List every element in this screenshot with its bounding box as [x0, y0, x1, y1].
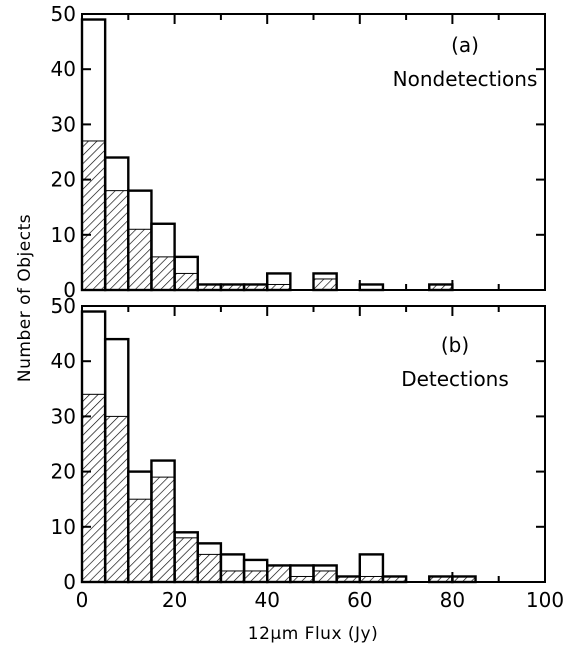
panel-b-ytick-label: 10	[51, 515, 76, 539]
panel-b-hatched-bar-2	[127, 498, 152, 583]
panel-b-open-bar-3	[150, 459, 176, 584]
panel-b-hatched-bar-4	[174, 537, 199, 583]
x-tick-label: 0	[76, 588, 89, 612]
panel-b-ytick-label: 0	[63, 570, 76, 594]
panel-a-ytick-label: 50	[51, 2, 76, 26]
panel-a-ytick-label: 40	[51, 57, 76, 81]
x-tick-label: 20	[162, 588, 187, 612]
panel-a-hatched-bar-1	[104, 190, 129, 291]
panel-a-open-bar-12	[358, 283, 385, 292]
panel-b-ytick-label: 20	[51, 460, 76, 484]
panel-a-hatched-bar-4	[174, 272, 199, 291]
x-axis-title: 12μm Flux (Jy)	[248, 624, 379, 644]
panel-b-ytick-label: 30	[51, 404, 76, 428]
panel-a-ytick-label: 30	[51, 112, 76, 136]
panel-b-hatched-bar-0	[81, 393, 106, 583]
x-axis-tick-labels: 0 20 40 60 80 100	[76, 588, 564, 612]
panel-b-title: Detections	[401, 367, 509, 391]
panel-b-hatched-bar-6	[220, 570, 245, 583]
panel-a-hatched-bar-2	[127, 228, 152, 291]
panel-b: 0 10 20 30 40 50 (b) Detections	[51, 294, 546, 594]
panel-b-hatched-bar-8	[266, 564, 291, 583]
panel-b-open-bar-12	[358, 553, 385, 584]
panel-a-open-bar-10	[312, 272, 338, 292]
panel-b-ticks: 0 10 20 30 40 50	[51, 294, 546, 594]
panel-b-hatched-bar-7	[243, 570, 268, 583]
panel-a-open-bar-4	[173, 255, 199, 292]
panel-b-hatched-bar-3	[150, 476, 176, 583]
panel-a-title: Nondetections	[393, 67, 538, 91]
panel-a: 0 10 20 30 40 50 (a) Nondetections	[51, 2, 546, 302]
panel-a-hatched-bar-3	[150, 256, 176, 291]
x-tick-label: 40	[254, 588, 279, 612]
panel-a-ytick-label: 0	[63, 278, 76, 302]
panel-a-label: (a)	[451, 33, 479, 57]
panel-b-ytick-label: 40	[51, 349, 76, 373]
panel-a-ytick-label: 10	[51, 223, 76, 247]
panel-b-hatched-bar-1	[104, 415, 129, 583]
panel-a-open-bar-0	[80, 18, 107, 292]
x-tick-label: 100	[526, 588, 564, 612]
panel-b-ytick-label: 50	[51, 294, 76, 318]
panel-a-hatched-bar-0	[81, 140, 106, 291]
panel-a-bars	[80, 18, 454, 292]
panel-b-hatched-bar-10	[313, 570, 338, 583]
panel-b-open-bar-1	[103, 337, 130, 584]
panel-a-ytick-label: 20	[51, 168, 76, 192]
panel-b-hatched-bar-5	[197, 553, 222, 583]
y-axis-title: Number of Objects	[15, 214, 35, 382]
panel-a-ticks: 0 10 20 30 40 50	[51, 2, 546, 302]
x-tick-label: 80	[440, 588, 465, 612]
panel-b-bars	[80, 310, 477, 584]
panel-b-open-bar-10	[312, 564, 338, 584]
panel-b-label: (b)	[441, 333, 469, 357]
x-tick-label: 60	[347, 588, 372, 612]
panel-a-hatched-bar-10	[313, 278, 338, 291]
